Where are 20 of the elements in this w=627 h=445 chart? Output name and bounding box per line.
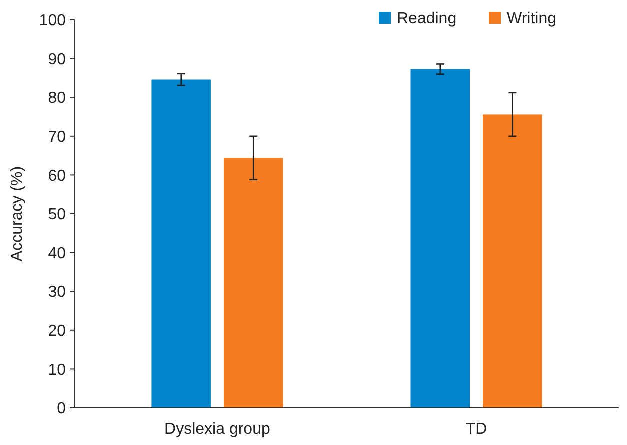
legend-label: Reading [397,10,457,28]
x-tick-label: TD [466,421,488,438]
legend-label: Writing [507,10,556,28]
bar [410,69,470,408]
y-tick-label: 20 [48,323,66,340]
bar [224,158,284,408]
y-tick-label: 40 [48,245,66,262]
bar [152,80,211,408]
y-tick-label: 80 [48,90,66,108]
y-tick-label: 30 [48,284,66,302]
x-tick-label: Dyslexia group [164,421,270,438]
y-tick-label: 70 [48,129,66,146]
y-tick-label: 90 [48,51,66,68]
bar [483,114,542,408]
y-tick-label: 0 [57,400,66,418]
y-tick-label: 100 [39,12,66,30]
y-axis-title: Accuracy (%) [9,166,26,262]
y-tick-label: 60 [48,168,66,185]
y-tick-label: 50 [48,206,66,224]
y-tick-label: 10 [48,362,66,379]
